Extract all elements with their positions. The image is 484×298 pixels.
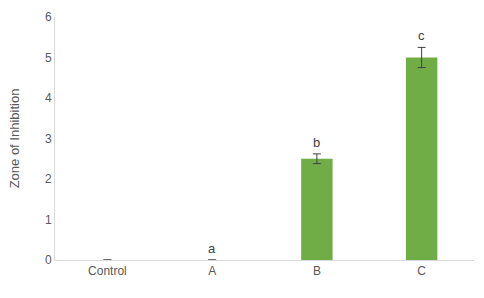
svg-text:c: c [418,28,425,43]
svg-text:4: 4 [45,91,52,105]
svg-text:A: A [208,264,216,278]
svg-text:6: 6 [45,10,52,24]
svg-text:Control: Control [88,264,127,278]
svg-text:B: B [313,264,321,278]
svg-text:C: C [417,264,426,278]
svg-text:0: 0 [45,253,52,267]
svg-text:Zone of Inhibition: Zone of Inhibition [7,89,22,189]
svg-text:b: b [313,135,320,150]
svg-text:3: 3 [45,132,52,146]
svg-text:2: 2 [45,172,52,186]
svg-text:1: 1 [45,213,52,227]
svg-text:5: 5 [45,51,52,65]
svg-text:a: a [208,241,216,256]
